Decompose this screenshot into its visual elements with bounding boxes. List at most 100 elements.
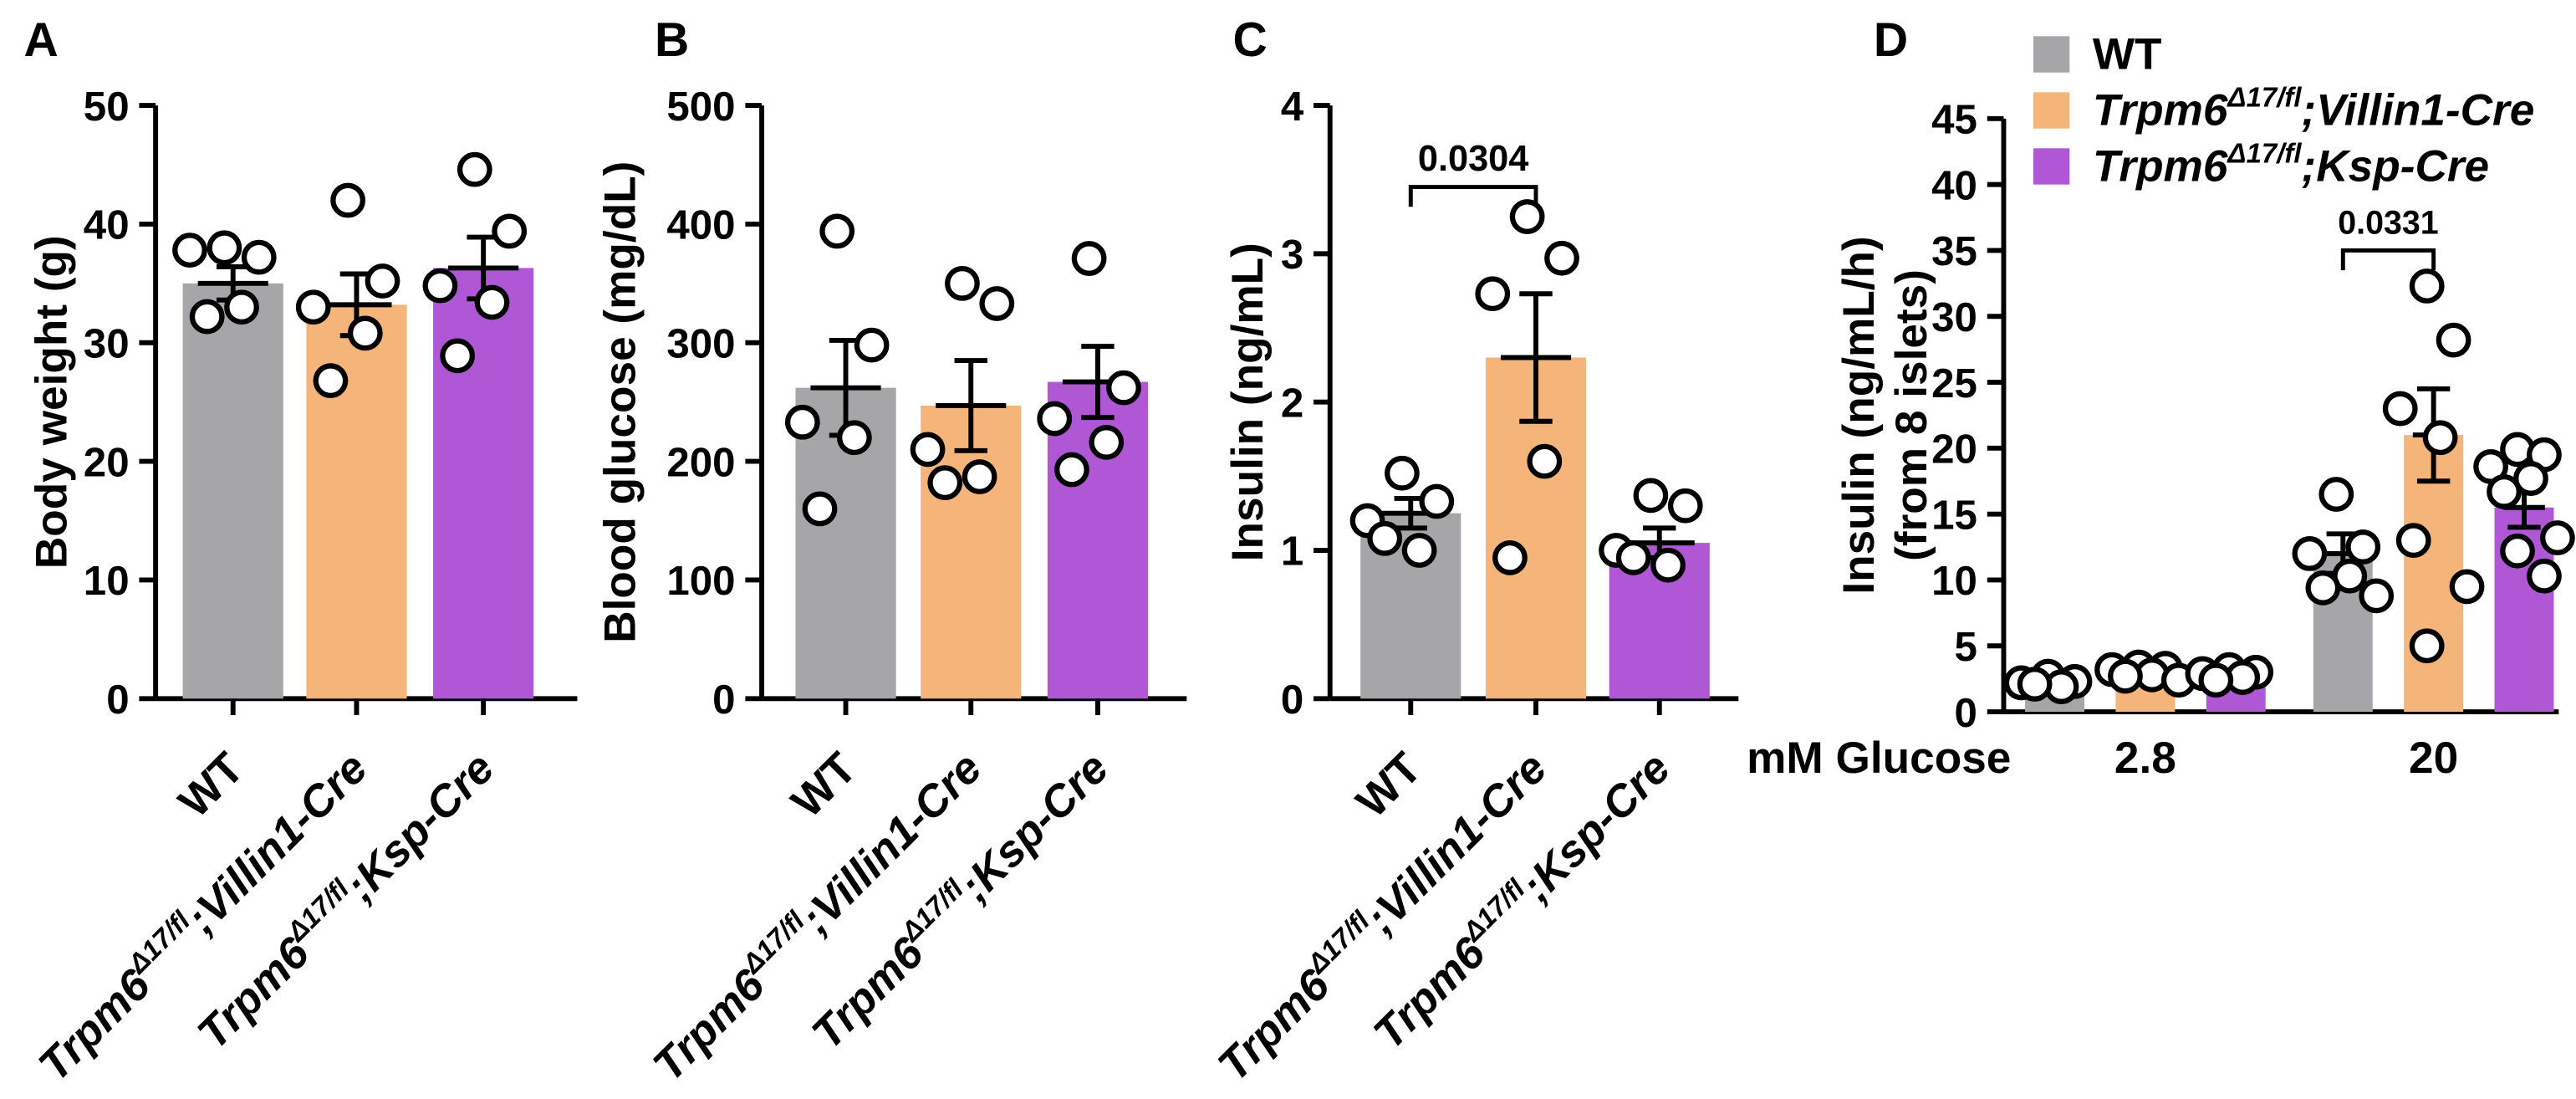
- data-point: [2395, 523, 2431, 559]
- data-point: [854, 327, 890, 363]
- data-point: [802, 491, 838, 527]
- data-point: [1492, 539, 1528, 575]
- data-point: [2305, 570, 2341, 606]
- y-tick-label: 100: [666, 558, 735, 604]
- y-tick-label: 20: [1931, 427, 1977, 473]
- data-point: [2345, 529, 2381, 565]
- bar: [306, 304, 407, 699]
- significance-bracket: [2340, 248, 2436, 271]
- panel-letter: D: [1874, 13, 1908, 67]
- bar-ksp: [1037, 241, 1149, 699]
- bar: [182, 283, 283, 699]
- bar-wt-20: [2292, 477, 2395, 713]
- label-base: WT: [1347, 744, 1431, 827]
- data-point: [2318, 477, 2354, 512]
- bar-wt: [1349, 455, 1461, 699]
- y-tick-label: 500: [666, 84, 735, 130]
- y-tick-label: 15: [1931, 492, 1977, 538]
- data-point: [1367, 520, 1403, 556]
- label-base: Trpm6: [188, 928, 319, 1059]
- data-point: [945, 265, 980, 301]
- y-axis-label: Insulin (ng/mL/h): [1834, 236, 1884, 594]
- y-tick-label: 0: [1281, 677, 1303, 723]
- data-point: [347, 315, 383, 351]
- p-value-label: 0.0304: [1418, 139, 1529, 179]
- legend: WTTrpm6Δ17/fl;Villin1-CreTrpm6Δ17/fl;Ksp…: [2033, 30, 2534, 192]
- panel-letter: B: [655, 13, 689, 67]
- label-base: WT: [783, 744, 866, 827]
- data-point: [2292, 536, 2328, 571]
- y-tick-label: 2: [1281, 380, 1303, 426]
- data-point: [837, 420, 872, 456]
- data-point: [962, 459, 997, 494]
- bar: [433, 268, 534, 699]
- y-tick-label: 1: [1281, 529, 1303, 575]
- label-base: WT: [2093, 30, 2162, 79]
- data-point: [2108, 658, 2143, 694]
- data-point: [2409, 628, 2445, 664]
- y-tick-label: 0: [712, 677, 735, 723]
- panel-letter: C: [1233, 13, 1268, 67]
- y-tick-label: 10: [84, 558, 130, 604]
- data-point: [1650, 547, 1686, 583]
- p-value-label: 0.0331: [2338, 205, 2438, 242]
- y-tick-label: 25: [1931, 360, 1977, 406]
- data-point: [2017, 667, 2053, 702]
- data-point: [1419, 483, 1455, 519]
- bar-ksp: [422, 151, 534, 699]
- data-point: [1054, 452, 1089, 488]
- group-label-wt: WT: [170, 744, 253, 827]
- bar-wt: [172, 230, 283, 699]
- label-base: Trpm6: [1365, 928, 1495, 1059]
- data-point: [313, 363, 349, 399]
- bar-wt-2.8: [2003, 658, 2093, 713]
- label-base: WT: [170, 744, 253, 827]
- data-point: [979, 286, 1015, 321]
- data-point: [1544, 240, 1579, 276]
- data-point: [1385, 455, 1420, 491]
- y-tick-label: 35: [1931, 228, 1977, 274]
- data-point: [1615, 539, 1651, 575]
- data-point: [2359, 578, 2395, 614]
- bar-ksp: [1599, 478, 1710, 699]
- data-point: [2500, 533, 2535, 569]
- y-tick-label: 30: [1931, 294, 1977, 340]
- y-axis-label-line2: (from 8 islets): [1887, 269, 1936, 561]
- data-point: [1037, 401, 1073, 437]
- bar-villin1: [295, 182, 407, 699]
- data-point: [2436, 322, 2471, 358]
- y-tick-label: 400: [666, 202, 735, 248]
- data-point: [1401, 533, 1437, 568]
- data-point: [927, 465, 963, 501]
- data-point: [330, 182, 365, 218]
- data-point: [1633, 478, 1669, 514]
- y-tick-label: 300: [666, 320, 735, 366]
- data-point: [819, 213, 855, 249]
- label-base: Trpm6: [2093, 86, 2228, 135]
- y-tick-label: 0: [1955, 690, 1977, 736]
- group-label-wt: WT: [2093, 30, 2162, 79]
- data-point: [2422, 420, 2458, 456]
- label-superscript: Δ17/fl: [2226, 81, 2302, 112]
- data-point: [1089, 425, 1125, 460]
- y-tick-label: 10: [1931, 558, 1977, 604]
- y-tick-label: 40: [84, 202, 130, 248]
- data-point: [2527, 558, 2562, 594]
- significance-bracket: [1408, 185, 1538, 207]
- label-base: Trpm6: [1209, 960, 1339, 1091]
- data-point: [2540, 520, 2575, 555]
- group-label-wt: WT: [1347, 744, 1431, 827]
- y-tick-label: 5: [1955, 624, 1977, 670]
- data-point: [1071, 241, 1107, 276]
- data-point: [172, 233, 207, 268]
- label-base: Trpm6: [803, 928, 933, 1059]
- panel-D: D 0 5 10 15 20 25 30 35 40 45 Insulin (ng/mL/h) (fro…: [1747, 13, 2575, 783]
- y-tick-label: 50: [84, 84, 130, 130]
- data-point: [457, 151, 492, 187]
- label-base: Trpm6: [29, 960, 160, 1091]
- x-category-label: 20: [2409, 734, 2458, 783]
- bar-villin1-2.8: [2094, 649, 2196, 713]
- data-point: [1667, 488, 1703, 524]
- data-point: [910, 432, 946, 468]
